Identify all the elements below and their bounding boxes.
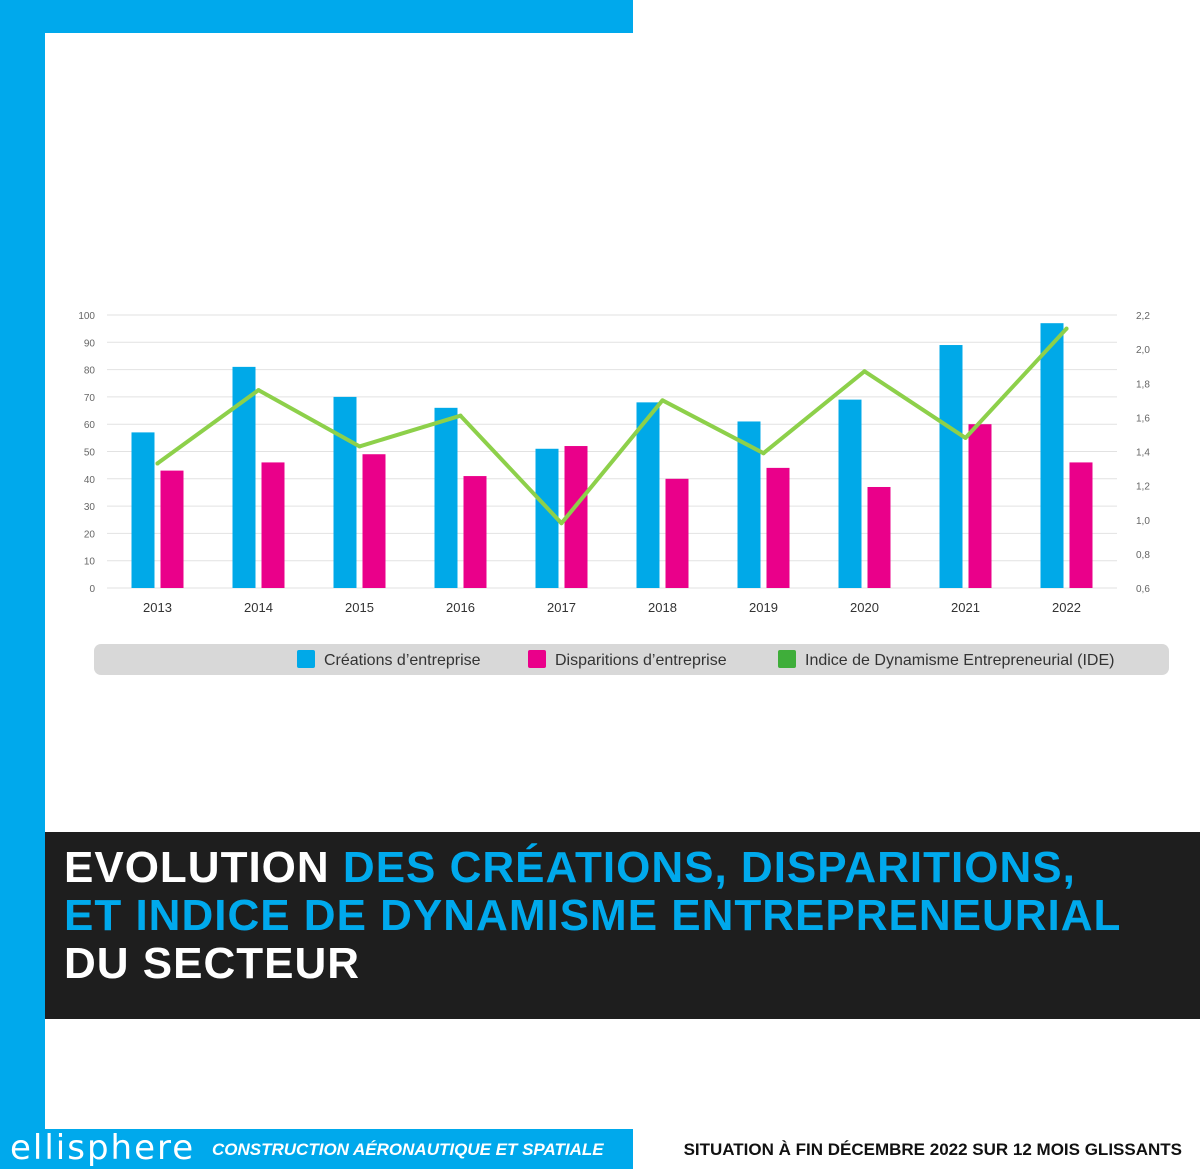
x-tick-label: 2020: [850, 600, 879, 615]
y2-tick-label: 2,0: [1136, 345, 1150, 356]
y-tick-label: 40: [84, 475, 96, 486]
legend: Créations d’entreprise Disparitions d’ent…: [94, 644, 1169, 675]
title-line-2: ET INDICE DE DYNAMISME ENTREPRENEURIAL: [64, 891, 1122, 940]
y2-tick-label: 1,0: [1136, 516, 1150, 527]
bar-disparitions: [463, 476, 487, 588]
bar-disparitions: [766, 467, 790, 588]
ide-point: [155, 461, 160, 466]
ide-point: [862, 369, 867, 374]
title-evolution: EVOLUTION: [64, 843, 330, 892]
ide-point: [660, 398, 665, 403]
bar-creations: [333, 396, 357, 588]
situation-label: SITUATION À FIN DÉCEMBRE 2022 SUR 12 MOI…: [683, 1140, 1182, 1159]
x-tick-label: 2021: [951, 600, 980, 615]
bar-disparitions: [261, 462, 285, 588]
y-tick-label: 80: [84, 366, 96, 377]
ide-point: [761, 451, 766, 456]
brand-logo: ellisphere: [10, 1128, 196, 1168]
ide-point: [357, 444, 362, 449]
x-tick-label: 2015: [345, 600, 374, 615]
bar-creations: [1040, 323, 1064, 588]
legend-label: Indice de Dynamisme Entrepreneurial (IDE…: [805, 652, 1114, 669]
bar-creations: [939, 345, 963, 588]
ide-point: [1064, 326, 1069, 331]
bar-disparitions: [1069, 462, 1093, 588]
bar-creations: [131, 432, 155, 588]
legend-box: [94, 644, 1169, 675]
y2-tick-label: 0,8: [1136, 550, 1150, 561]
bar-disparitions: [362, 454, 386, 588]
bar-disparitions: [665, 478, 689, 588]
bar-disparitions: [968, 424, 992, 588]
ide-point: [256, 388, 261, 393]
x-tick-label: 2022: [1052, 600, 1081, 615]
title-band: EVOLUTION DES CRÉATIONS, DISPARITIONS, E…: [45, 832, 1200, 1019]
legend-swatch: [297, 650, 315, 668]
y2-tick-label: 0,6: [1136, 584, 1150, 595]
y-tick-label: 90: [84, 338, 96, 349]
title-creations-disparitions: DES CRÉATIONS, DISPARITIONS,: [342, 843, 1076, 892]
ide-line: [155, 326, 1069, 526]
x-tick-label: 2013: [143, 600, 172, 615]
y2-tick-label: 1,6: [1136, 413, 1150, 424]
x-tick-label: 2016: [446, 600, 475, 615]
y-tick-label: 60: [84, 420, 96, 431]
legend-swatch: [528, 650, 546, 668]
y-tick-label: 70: [84, 393, 96, 404]
blue-top-band: [0, 0, 633, 33]
x-tick-label: 2018: [648, 600, 677, 615]
y2-tick-label: 1,2: [1136, 482, 1150, 493]
y-tick-label: 50: [84, 448, 96, 459]
ide-series-line: [155, 326, 1069, 526]
grid-lines: [107, 314, 1117, 589]
y2-tick-label: 1,4: [1136, 448, 1150, 459]
y-tick-label: 0: [89, 584, 95, 595]
ide-point: [458, 413, 463, 418]
title-line-1: EVOLUTION DES CRÉATIONS, DISPARITIONS,: [64, 844, 1200, 892]
ide-point: [559, 521, 564, 526]
x-tick-label: 2014: [244, 600, 273, 615]
bar-creations: [535, 448, 559, 588]
legend-label: Créations d’entreprise: [324, 652, 481, 669]
bar-disparitions: [867, 486, 891, 588]
sector-label: CONSTRUCTION AÉRONAUTIQUE ET SPATIALE: [212, 1140, 604, 1159]
bar-creations: [737, 421, 761, 588]
y2-tick-label: 1,8: [1136, 379, 1150, 390]
bar-creations: [838, 399, 862, 588]
bar-disparitions: [160, 470, 184, 588]
y-tick-label: 30: [84, 502, 96, 513]
bar-creations: [434, 407, 458, 588]
blue-left-band: [0, 0, 45, 1169]
bar-disparitions: [564, 446, 588, 588]
y-tick-label: 10: [84, 557, 96, 568]
legend-swatch: [778, 650, 796, 668]
legend-label: Disparitions d’entreprise: [555, 652, 727, 669]
y2-tick-label: 2,2: [1136, 311, 1150, 322]
bar-creations: [636, 402, 660, 588]
axis-labels: 10090807060504030201002,22,01,81,61,41,2…: [78, 311, 1150, 615]
title-line-3: DU SECTEUR: [64, 939, 361, 988]
y-tick-label: 100: [78, 311, 95, 322]
x-tick-label: 2017: [547, 600, 576, 615]
x-tick-label: 2019: [749, 600, 778, 615]
y-tick-label: 20: [84, 529, 96, 540]
bars: [131, 323, 1093, 588]
footer-band: [0, 1129, 633, 1169]
chart: 10090807060504030201002,22,01,81,61,41,2…: [78, 311, 1169, 675]
bar-creations: [232, 366, 256, 588]
ide-point: [963, 435, 968, 440]
